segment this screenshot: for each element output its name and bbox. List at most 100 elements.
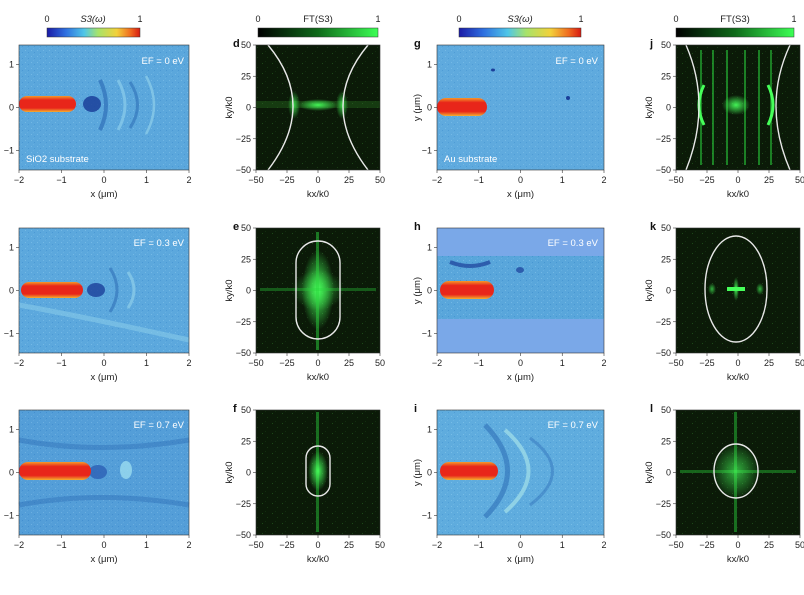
kx-tick-label: −25	[279, 358, 294, 368]
x-tick-label: 2	[186, 175, 191, 185]
tip	[437, 98, 487, 116]
kx-tick-label: 0	[735, 175, 740, 185]
kx-tick-label: 0	[735, 358, 740, 368]
x-tick-label: −2	[432, 175, 442, 185]
x-tick-label: −2	[14, 175, 24, 185]
panel-h: EF = 0.3 eV	[436, 227, 605, 354]
substrate-label: Au substrate	[444, 154, 497, 165]
colorbar-label: FT(S3)	[720, 14, 750, 25]
tip	[440, 462, 498, 480]
kx-axis-title: kx/k0	[727, 372, 749, 383]
ky-tick-label: −50	[236, 530, 251, 540]
y-tick-label: 1	[427, 242, 432, 252]
x-tick-label: −1	[56, 540, 66, 550]
ky-tick-label: 0	[666, 468, 671, 478]
kx-axis-title: kx/k0	[727, 554, 749, 565]
panel-label-g: g	[414, 38, 421, 50]
panel-k	[675, 227, 801, 354]
tip	[21, 282, 83, 298]
y-tick-label: −1	[422, 329, 432, 339]
ky-tick-label: −50	[656, 530, 671, 540]
axes-layer: −2 −1 0 1 2 x (μm) 1 0 −1 −2 −1 0 1 2 x (μm) 1 0 −1 −2 −1 0 1…	[4, 40, 804, 565]
x-tick-label: −2	[432, 358, 442, 368]
panel-d	[255, 44, 381, 171]
colorbar-max: 1	[375, 14, 380, 24]
kx-tick-label: 50	[795, 540, 804, 550]
ky-tick-label: −25	[656, 499, 671, 509]
ky-tick-label: 50	[661, 405, 671, 415]
panel-a: EF = 0 eV SiO2 substrate	[18, 44, 190, 171]
panel-label-i: i	[414, 403, 417, 415]
panel-label-j: j	[649, 38, 653, 50]
panel-label-l: l	[650, 403, 653, 415]
ky-tick-label: −25	[236, 134, 251, 144]
x-tick-label: −2	[14, 358, 24, 368]
ky-tick-label: 0	[246, 103, 251, 113]
ky-tick-label: 25	[241, 71, 251, 81]
panel-f	[255, 409, 381, 536]
y-tick-label: −1	[422, 511, 432, 521]
panel-label-k: k	[650, 221, 657, 233]
kx-tick-label: −25	[699, 175, 714, 185]
kx-tick-label: 25	[344, 175, 354, 185]
x-tick-label: 0	[518, 175, 523, 185]
x-tick-label: 1	[144, 175, 149, 185]
y-tick-label: −1	[4, 329, 14, 339]
y-tick-label: 1	[9, 424, 14, 434]
x-tick-label: 1	[560, 175, 565, 185]
x-tick-label: −1	[474, 358, 484, 368]
y-axis-title: y (μm)	[412, 94, 423, 121]
y-tick-label: 1	[427, 424, 432, 434]
kx-tick-label: 0	[315, 358, 320, 368]
ky-tick-label: 50	[241, 405, 251, 415]
kx-tick-label: −25	[699, 358, 714, 368]
tip	[19, 96, 76, 112]
ky-axis-title: ky/k0	[224, 279, 235, 301]
x-axis-title: x (μm)	[90, 372, 117, 383]
x-axis-title: x (μm)	[507, 372, 534, 383]
annotation: EF = 0.3 eV	[548, 238, 599, 249]
x-tick-label: 1	[560, 358, 565, 368]
ky-tick-label: −25	[656, 317, 671, 327]
y-tick-label: 0	[427, 286, 432, 296]
x-tick-label: 2	[601, 540, 606, 550]
kx-tick-label: 0	[315, 175, 320, 185]
kx-tick-label: −50	[248, 540, 263, 550]
panel-label-f: f	[233, 403, 237, 415]
kx-tick-label: −50	[668, 175, 683, 185]
annotation: EF = 0 eV	[141, 56, 184, 67]
x-axis-title: x (μm)	[507, 554, 534, 565]
kx-tick-label: 25	[344, 358, 354, 368]
colorbar-min: 0	[255, 14, 260, 24]
panel-c: EF = 0.7 eV	[18, 409, 190, 536]
kx-tick-label: 50	[795, 175, 804, 185]
kx-tick-label: 50	[375, 175, 385, 185]
y-axis-title: y (μm)	[412, 459, 423, 486]
y-tick-label: 0	[427, 103, 432, 113]
ky-tick-label: 0	[246, 286, 251, 296]
panel-label-e: e	[233, 221, 239, 233]
ky-tick-label: 25	[661, 254, 671, 264]
panel-b: EF = 0.3 eV	[18, 227, 190, 354]
kx-tick-label: 0	[735, 540, 740, 550]
x-tick-label: 0	[518, 358, 523, 368]
x-axis-title: x (μm)	[90, 189, 117, 200]
kx-tick-label: −25	[279, 175, 294, 185]
y-tick-label: −1	[422, 146, 432, 156]
ky-tick-label: −50	[656, 165, 671, 175]
ky-tick-label: −25	[236, 317, 251, 327]
x-tick-label: 0	[101, 358, 106, 368]
panel-g: EF = 0 eV Au substrate	[436, 44, 605, 171]
ky-axis-title: ky/k0	[224, 461, 235, 483]
kx-tick-label: −50	[668, 358, 683, 368]
kx-axis-title: kx/k0	[727, 189, 749, 200]
ky-tick-label: 50	[661, 40, 671, 50]
panel-j	[675, 44, 801, 171]
panel-l	[675, 409, 801, 536]
ky-tick-label: 25	[241, 436, 251, 446]
x-tick-label: 0	[101, 175, 106, 185]
ky-tick-label: 0	[666, 286, 671, 296]
tip	[440, 281, 494, 299]
panel-label-h: h	[414, 221, 421, 233]
colorbar-max: 1	[137, 14, 142, 24]
